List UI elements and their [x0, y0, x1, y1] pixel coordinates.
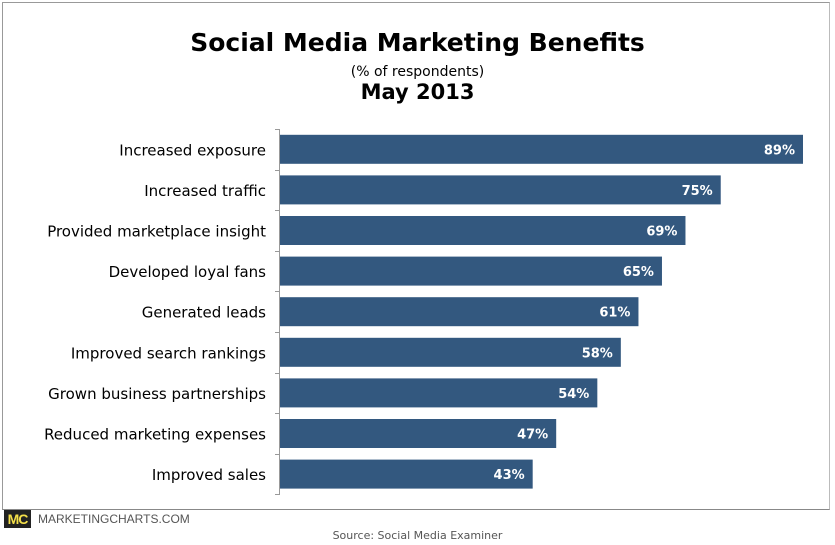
- bar: [280, 256, 662, 286]
- data-label: 65%: [623, 265, 654, 280]
- bar: [280, 419, 557, 448]
- category-label: Reduced marketing expenses: [44, 426, 266, 444]
- bar: [280, 175, 721, 205]
- data-label: 58%: [582, 346, 613, 361]
- site-name: MARKETINGCHARTS.COM: [38, 512, 190, 526]
- data-label: 89%: [764, 143, 795, 158]
- data-label: 47%: [517, 428, 548, 443]
- category-label: Improved search rankings: [71, 344, 266, 362]
- bar: [280, 297, 639, 327]
- marketingcharts-logo: MC: [4, 510, 31, 528]
- bar: [280, 134, 803, 164]
- bar: [280, 337, 621, 367]
- category-label: Grown business partnerships: [48, 385, 266, 403]
- category-label: Developed loyal fans: [109, 263, 267, 281]
- data-label: 61%: [599, 306, 630, 321]
- category-label: Improved sales: [152, 466, 266, 484]
- chart-frame: [2, 2, 830, 510]
- source-note: Source: Social Media Examiner: [332, 529, 503, 542]
- data-label: 54%: [558, 387, 589, 402]
- chart-date: May 2013: [360, 80, 475, 104]
- data-label: 75%: [682, 184, 713, 199]
- bar: [280, 459, 533, 489]
- category-label: Increased exposure: [119, 141, 266, 159]
- data-label: 43%: [494, 468, 525, 483]
- chart-subtitle: (% of respondents): [350, 64, 485, 80]
- bar: [280, 378, 598, 408]
- chart-title: Social Media Marketing Benefits: [190, 28, 645, 57]
- bar: [280, 216, 686, 245]
- data-label: 69%: [646, 225, 677, 240]
- category-label: Provided marketplace insight: [47, 223, 266, 241]
- category-label: Generated leads: [142, 304, 266, 322]
- category-label: Increased traffic: [144, 182, 266, 200]
